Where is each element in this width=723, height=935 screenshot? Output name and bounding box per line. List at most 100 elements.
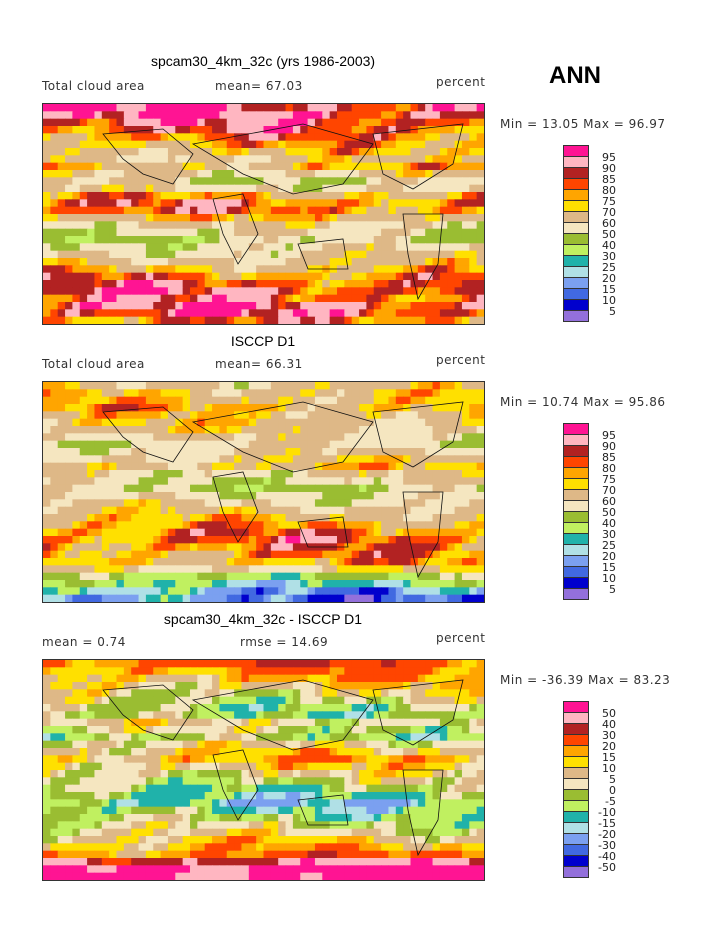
map-cell [314, 206, 323, 215]
map-cell [373, 528, 382, 537]
map-cell [153, 674, 162, 683]
map-cell [476, 148, 484, 156]
map-cell [439, 565, 448, 574]
map-cell [351, 192, 360, 200]
map-cell [395, 711, 404, 720]
map-cell [439, 236, 448, 244]
map-cell [432, 396, 441, 405]
map-cell [351, 477, 360, 486]
map-cell [270, 418, 279, 427]
map-cell [145, 777, 154, 786]
map-cell [337, 214, 345, 222]
map-cell [410, 565, 419, 574]
map-cell [153, 265, 162, 274]
map-cell [307, 733, 316, 742]
map-cell [300, 718, 309, 727]
map-cell [285, 799, 294, 808]
map-cell [226, 448, 235, 456]
map-cell [344, 389, 353, 398]
map-cell [94, 155, 103, 164]
map-cell [307, 155, 316, 164]
map-cell [116, 396, 125, 405]
map-cell [322, 148, 331, 156]
map-cell [145, 740, 154, 749]
map-cell [94, 177, 103, 186]
map-cell [234, 104, 243, 112]
map-cell [248, 411, 257, 420]
map-cell [351, 558, 360, 566]
map-cell [234, 806, 243, 815]
map-cell [219, 755, 228, 764]
map-cell [138, 821, 147, 830]
map-cell [160, 667, 169, 676]
map-cell [270, 118, 279, 127]
map-cell [182, 389, 191, 398]
map-cell [469, 477, 478, 486]
map-cell [79, 499, 88, 508]
map-cell [270, 755, 279, 764]
map-cell [395, 382, 404, 390]
map-cell [65, 777, 73, 786]
map-cell [234, 382, 243, 390]
map-cell [160, 462, 169, 471]
map-cell [248, 192, 257, 200]
map-cell [256, 528, 265, 537]
map-cell [175, 594, 184, 602]
map-cell [329, 228, 338, 237]
map-cell [263, 162, 272, 171]
map-cell [219, 528, 228, 537]
map-cell [410, 411, 419, 420]
map-cell [167, 389, 176, 398]
map-cell [94, 192, 103, 200]
map-cell [167, 287, 176, 296]
map-cell [72, 228, 81, 237]
map-cell [116, 177, 125, 186]
map-cell [329, 755, 338, 764]
map-cell [116, 484, 125, 493]
map-cell [65, 118, 73, 127]
map-cell [337, 433, 345, 442]
map-cell [278, 572, 287, 581]
map-cell [123, 243, 132, 252]
map-cell [417, 689, 426, 698]
map-cell [359, 558, 367, 566]
map-cell [329, 814, 338, 822]
map-cell [116, 521, 125, 530]
map-cell [248, 682, 257, 690]
map-cell [314, 214, 323, 222]
map-cell [447, 484, 456, 493]
map-cell [87, 572, 96, 581]
map-cell [263, 236, 272, 244]
map-cell [307, 806, 316, 815]
map-cell [461, 667, 470, 676]
map-cell [219, 258, 228, 266]
map-cell [425, 155, 434, 164]
map-cell [439, 221, 448, 230]
map-cell [285, 462, 294, 471]
map-cell [337, 682, 345, 690]
map-cell [160, 770, 169, 778]
map-cell [351, 294, 360, 303]
map-cell [476, 389, 484, 398]
map-cell [65, 477, 73, 486]
map-cell [57, 689, 66, 698]
map-cell [270, 214, 279, 222]
map-cell [388, 704, 397, 712]
map-cell [131, 580, 140, 588]
map-cell [263, 214, 272, 222]
map-cell [366, 674, 375, 683]
map-cell [79, 184, 88, 193]
map-cell [57, 536, 66, 544]
colorbar-swatch [563, 179, 589, 190]
map-cell [145, 177, 154, 186]
map-cell [65, 689, 73, 698]
map-cell [469, 674, 478, 683]
map-cell [373, 806, 382, 815]
map-cell [219, 440, 228, 449]
map-cell [57, 162, 66, 171]
map-cell [160, 170, 169, 178]
map-cell [329, 294, 338, 303]
map-cell [300, 455, 309, 464]
map-cell [461, 506, 470, 515]
map-cell [300, 192, 309, 200]
